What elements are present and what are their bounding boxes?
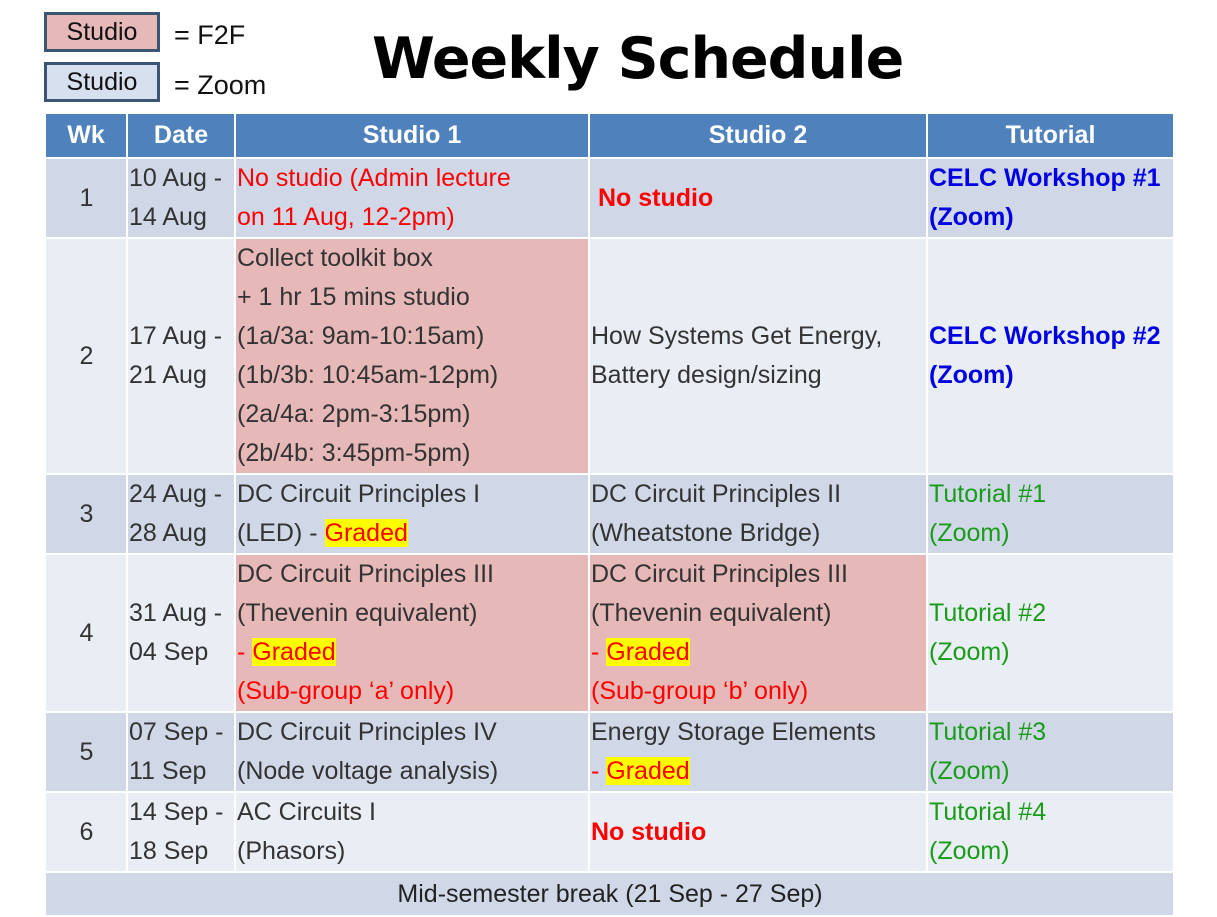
tutorial-cell: CELC Workshop #2 (Zoom)	[926, 237, 1175, 475]
studio1-cell: DC Circuit Principles IV (Node voltage an…	[234, 711, 590, 793]
header-row: Wk Date Studio 1 Studio 2 Tutorial	[44, 112, 1175, 159]
studio2-cell: No studio	[588, 157, 928, 239]
week-number: 5	[44, 711, 128, 793]
header-studio1: Studio 1	[234, 112, 590, 159]
studio1-cell: DC Circuit Principles I (LED) - Graded	[234, 473, 590, 555]
mid-semester-break: Mid-semester break (21 Sep - 27 Sep)	[44, 871, 1175, 917]
header-date: Date	[126, 112, 236, 159]
tutorial-cell: Tutorial #3 (Zoom)	[926, 711, 1175, 793]
date-cell: 17 Aug -21 Aug	[126, 237, 236, 475]
table-row: 5 07 Sep -11 Sep DC Circuit Principles I…	[44, 711, 1175, 793]
studio1-cell: No studio (Admin lecture on 11 Aug, 12-2p…	[234, 157, 590, 239]
week-number: 6	[44, 791, 128, 873]
legend-zoom-swatch: Studio	[44, 62, 160, 102]
table-row: 4 31 Aug -04 Sep DC Circuit Principles I…	[44, 553, 1175, 713]
date-cell: 14 Sep -18 Sep	[126, 791, 236, 873]
studio2-cell: DC Circuit Principles II (Wheatstone Brid…	[588, 473, 928, 555]
date-cell: 24 Aug -28 Aug	[126, 473, 236, 555]
legend-f2f-label: = F2F	[174, 20, 246, 50]
studio2-cell: Energy Storage Elements - Graded	[588, 711, 928, 793]
page-title: Weekly Schedule	[372, 26, 904, 92]
date-cell: 10 Aug -14 Aug	[126, 157, 236, 239]
graded-badge: Graded	[606, 757, 690, 785]
legend-zoom-label: = Zoom	[174, 70, 267, 100]
studio2-cell: DC Circuit Principles III (Thevenin equi…	[588, 553, 928, 713]
table-row: 2 17 Aug -21 Aug Collect toolkit box + 1…	[44, 237, 1175, 475]
week-number: 3	[44, 473, 128, 555]
graded-badge: Graded	[252, 638, 336, 666]
header-tutorial: Tutorial	[926, 112, 1175, 159]
week-number: 2	[44, 237, 128, 475]
tutorial-cell: Tutorial #4 (Zoom)	[926, 791, 1175, 873]
studio2-cell: No studio	[588, 791, 928, 873]
header-wk: Wk	[44, 112, 128, 159]
table-row: 3 24 Aug -28 Aug DC Circuit Principles I…	[44, 473, 1175, 555]
studio1-cell: AC Circuits I (Phasors)	[234, 791, 590, 873]
date-cell: 07 Sep -11 Sep	[126, 711, 236, 793]
week-number: 4	[44, 553, 128, 713]
date-cell: 31 Aug -04 Sep	[126, 553, 236, 713]
studio2-cell: How Systems Get Energy, Battery design/si…	[588, 237, 928, 475]
legend-f2f-swatch: Studio	[44, 12, 160, 52]
table-row: 6 14 Sep -18 Sep AC Circuits I (Phasors) …	[44, 791, 1175, 873]
tutorial-cell: Tutorial #1 (Zoom)	[926, 473, 1175, 555]
header-studio2: Studio 2	[588, 112, 928, 159]
studio1-cell: DC Circuit Principles III (Thevenin equi…	[234, 553, 590, 713]
schedule-table: Wk Date Studio 1 Studio 2 Tutorial 1 10 …	[44, 112, 1175, 917]
tutorial-cell: Tutorial #2 (Zoom)	[926, 553, 1175, 713]
graded-badge: Graded	[606, 638, 690, 666]
week-number: 1	[44, 157, 128, 239]
table-row: 1 10 Aug -14 Aug No studio (Admin lectur…	[44, 157, 1175, 239]
break-row: Mid-semester break (21 Sep - 27 Sep)	[44, 871, 1175, 917]
tutorial-cell: CELC Workshop #1 (Zoom)	[926, 157, 1175, 239]
studio1-cell: Collect toolkit box + 1 hr 15 mins studi…	[234, 237, 590, 475]
graded-badge: Graded	[324, 519, 408, 547]
